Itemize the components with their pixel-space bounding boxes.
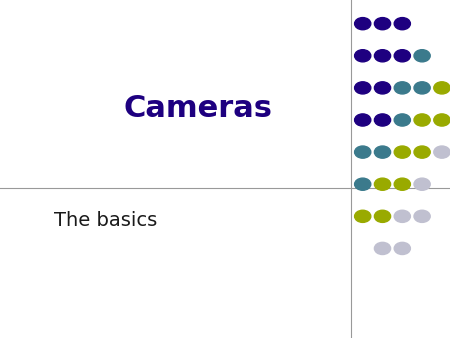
Circle shape bbox=[374, 146, 391, 158]
Circle shape bbox=[394, 178, 410, 190]
Circle shape bbox=[434, 82, 450, 94]
Circle shape bbox=[414, 82, 430, 94]
Text: Cameras: Cameras bbox=[123, 94, 273, 123]
Circle shape bbox=[414, 50, 430, 62]
Circle shape bbox=[434, 146, 450, 158]
Circle shape bbox=[355, 50, 371, 62]
Circle shape bbox=[394, 242, 410, 255]
Circle shape bbox=[394, 50, 410, 62]
Circle shape bbox=[374, 50, 391, 62]
Circle shape bbox=[355, 82, 371, 94]
Circle shape bbox=[394, 82, 410, 94]
Circle shape bbox=[355, 18, 371, 30]
Circle shape bbox=[374, 242, 391, 255]
Circle shape bbox=[355, 114, 371, 126]
Circle shape bbox=[374, 210, 391, 222]
Circle shape bbox=[394, 114, 410, 126]
Circle shape bbox=[414, 210, 430, 222]
Circle shape bbox=[434, 114, 450, 126]
Circle shape bbox=[374, 178, 391, 190]
Circle shape bbox=[374, 18, 391, 30]
Circle shape bbox=[414, 146, 430, 158]
Circle shape bbox=[394, 146, 410, 158]
Circle shape bbox=[394, 210, 410, 222]
Text: The basics: The basics bbox=[54, 211, 157, 230]
Circle shape bbox=[355, 210, 371, 222]
Circle shape bbox=[414, 178, 430, 190]
Circle shape bbox=[374, 82, 391, 94]
Circle shape bbox=[374, 114, 391, 126]
Circle shape bbox=[394, 18, 410, 30]
Circle shape bbox=[355, 178, 371, 190]
Circle shape bbox=[355, 146, 371, 158]
Circle shape bbox=[414, 114, 430, 126]
